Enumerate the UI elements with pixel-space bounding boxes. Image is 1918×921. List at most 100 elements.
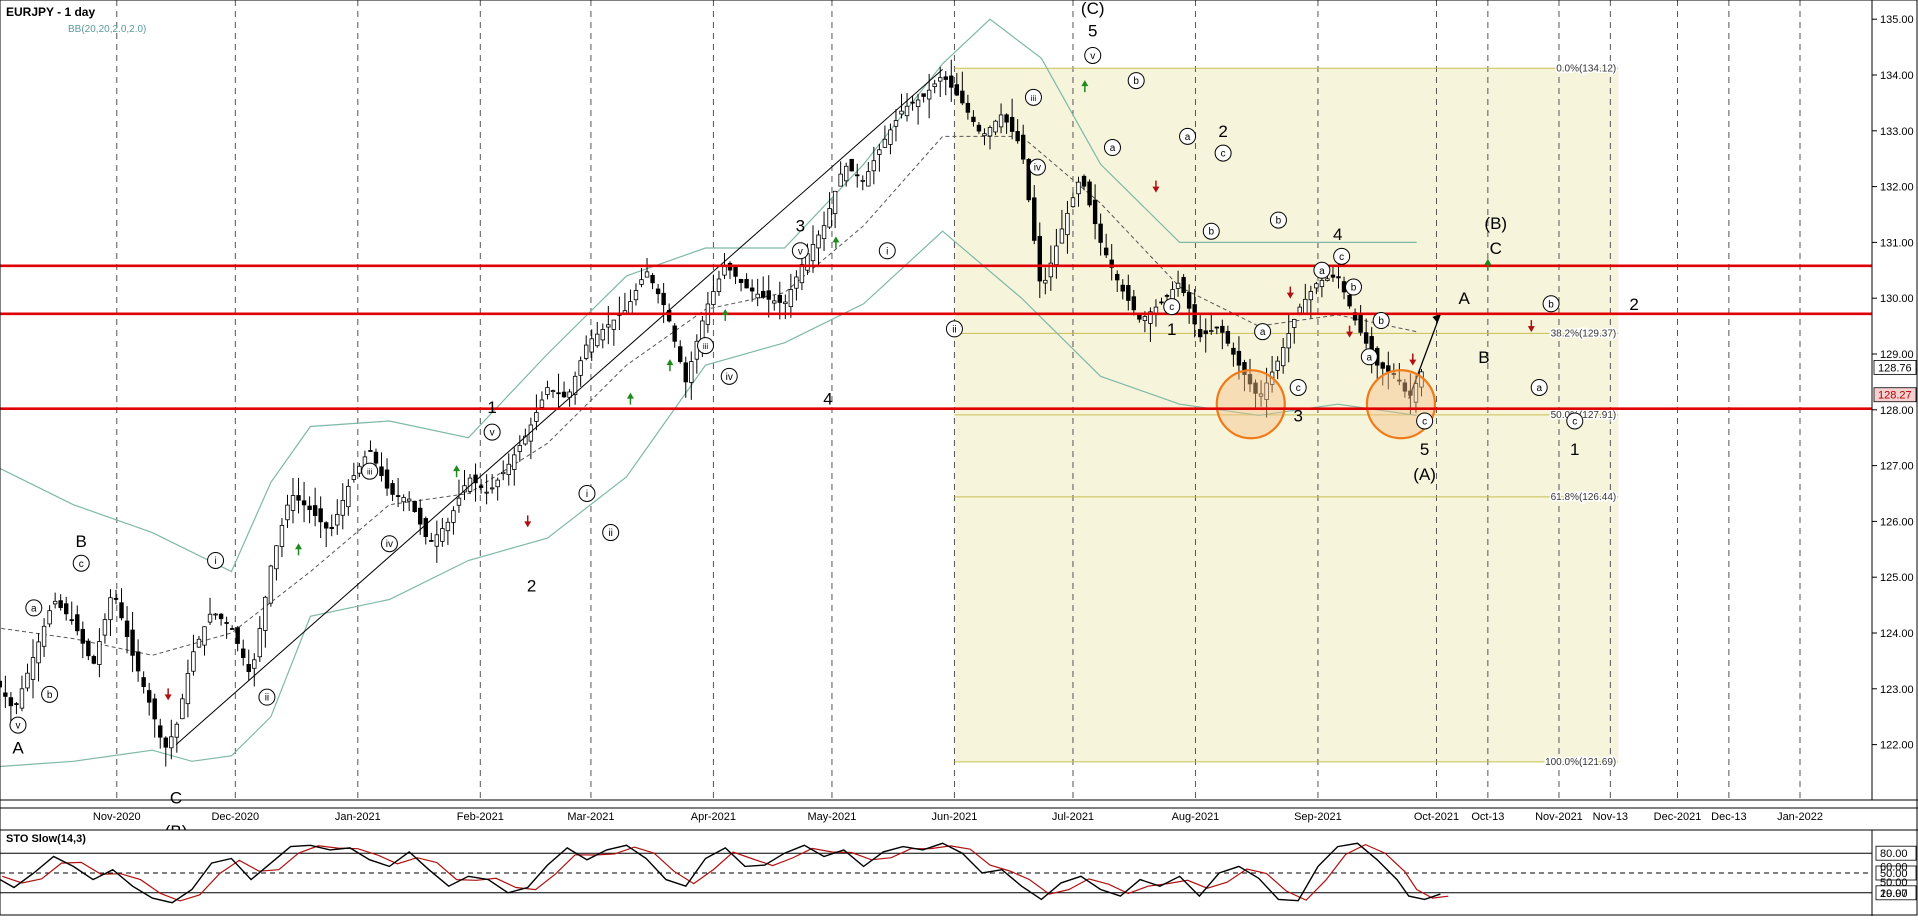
wave-label-circle (791, 242, 809, 260)
candle-body (539, 399, 545, 408)
candle-body (124, 620, 130, 637)
candle-body (102, 619, 108, 636)
candle-body (158, 725, 163, 738)
wave-label: a (1185, 132, 1191, 143)
candle-body (445, 521, 451, 532)
wave-label-circle (1024, 88, 1042, 106)
candle-body (263, 596, 268, 631)
candle-body (722, 266, 727, 276)
candle-body (1308, 291, 1314, 301)
candle-body (25, 672, 30, 689)
candle-body (639, 279, 644, 285)
candle-body (401, 497, 406, 503)
candle-body (1386, 365, 1391, 372)
candle-body (655, 288, 661, 295)
wave-label: a (1319, 266, 1325, 277)
candle-body (1264, 382, 1269, 400)
candle-body (799, 264, 805, 284)
candle-body (838, 173, 843, 187)
candle-body (390, 483, 395, 495)
candle-body (849, 158, 854, 172)
wave-label-circle (1202, 222, 1220, 240)
signal-arrowhead-down (1409, 359, 1417, 366)
candle-body (512, 454, 517, 470)
wave-label: B (76, 532, 87, 551)
candle-body (1347, 294, 1352, 307)
candle-body (484, 491, 489, 494)
wave-label: ii (952, 324, 956, 335)
wave-label-circle (1127, 72, 1145, 90)
wave-label: c (1221, 149, 1226, 160)
candle-body (904, 105, 910, 117)
wave-label: c (1339, 252, 1344, 263)
candle-body (866, 171, 871, 187)
chart-title: EURJPY - 1 day (6, 5, 95, 19)
price-tick-label: 129.00 (1880, 349, 1914, 361)
candle-body (379, 466, 384, 477)
candle-body (1186, 292, 1192, 309)
candle-body (169, 736, 174, 749)
wave-label-circle (1372, 312, 1390, 330)
signal-arrowhead-up (832, 236, 840, 243)
candle-body (1220, 325, 1225, 333)
wave-label: 2 (1629, 295, 1638, 314)
candle-body (755, 293, 760, 299)
candle-body (357, 465, 362, 474)
wave-label: C (170, 789, 182, 808)
signal-arrowhead-up (1484, 258, 1492, 265)
candle-body (1198, 329, 1203, 338)
candle-body (1032, 197, 1037, 241)
candle-body (1303, 298, 1308, 315)
candle-body (860, 179, 865, 182)
candle-body (583, 344, 589, 359)
candle-body (246, 664, 251, 673)
wave-label: A (1458, 289, 1470, 308)
candle-body (506, 463, 511, 475)
candle-body (119, 602, 124, 619)
candle-body (644, 271, 650, 278)
candle-body (1037, 235, 1042, 282)
candle-body (1275, 360, 1280, 371)
highlight-circle (1215, 369, 1286, 440)
candle-body (816, 234, 821, 249)
wave-label-circle (1084, 46, 1102, 64)
candle-body (650, 275, 655, 284)
wave-label-circle (1345, 278, 1363, 296)
candle-body (329, 526, 334, 529)
wave-label: 2 (527, 577, 536, 596)
wave-label: b (1208, 227, 1214, 238)
candle-body (274, 545, 279, 570)
time-tick-label: Nov-2021 (1535, 811, 1583, 823)
wave-label: 1 (1570, 440, 1579, 459)
stoch-label: STO Slow(14,3) (6, 833, 86, 845)
candle-body (1081, 175, 1087, 187)
candle-body (921, 93, 926, 97)
wave-label-circle (1254, 323, 1272, 341)
candle-body (1076, 181, 1081, 195)
wave-label: c (1169, 302, 1174, 313)
candle-body (1280, 347, 1286, 367)
stoch-level-label: 50.00 (1880, 868, 1908, 880)
candle-body (335, 514, 340, 526)
candle-body (1214, 326, 1219, 329)
signal-arrowhead-down (1286, 292, 1294, 299)
candle-body (213, 613, 218, 616)
wave-label-circle (1289, 378, 1307, 396)
candle-body (1231, 347, 1236, 355)
wave-label: 3 (1293, 406, 1302, 425)
wave-label-circle (1542, 295, 1560, 313)
candle-body (877, 149, 882, 155)
signal-arrowhead-up (453, 465, 461, 472)
wave-label-circle (878, 242, 896, 260)
candle-body (69, 619, 74, 622)
time-tick-label: Apr-2021 (691, 811, 736, 823)
candle-body (678, 346, 683, 362)
wave-label: iii (1031, 94, 1037, 103)
candle-body (738, 278, 744, 283)
price-tick-label: 127.00 (1880, 461, 1914, 473)
wave-label: (B) (1484, 214, 1507, 233)
stoch-current-label: 19.97 (1880, 888, 1908, 900)
candle-body (1109, 259, 1114, 268)
